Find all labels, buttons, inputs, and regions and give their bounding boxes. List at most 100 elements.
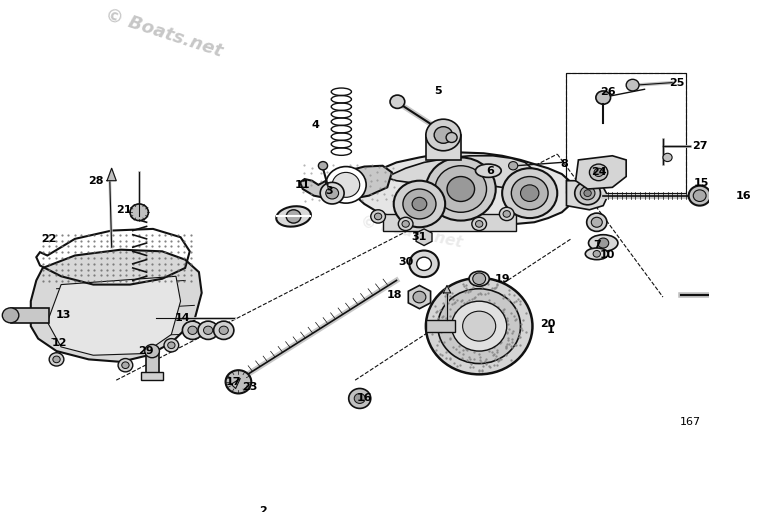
Text: 167: 167 xyxy=(680,417,701,426)
Polygon shape xyxy=(383,156,534,187)
Circle shape xyxy=(521,185,539,202)
Circle shape xyxy=(463,311,496,341)
Circle shape xyxy=(188,326,197,334)
Text: 30: 30 xyxy=(398,257,413,267)
Circle shape xyxy=(164,338,179,352)
Circle shape xyxy=(182,321,203,339)
Circle shape xyxy=(452,301,507,351)
Text: 8: 8 xyxy=(561,159,568,169)
Circle shape xyxy=(130,204,149,221)
Circle shape xyxy=(693,190,706,202)
Circle shape xyxy=(203,326,213,334)
Text: 5: 5 xyxy=(434,86,442,96)
Circle shape xyxy=(663,153,672,162)
Circle shape xyxy=(198,321,218,339)
Text: 13: 13 xyxy=(56,310,72,321)
Text: 15: 15 xyxy=(694,178,709,188)
Circle shape xyxy=(318,162,327,170)
Circle shape xyxy=(49,353,64,366)
Text: 1: 1 xyxy=(547,325,554,335)
Polygon shape xyxy=(107,168,116,181)
Circle shape xyxy=(2,308,18,323)
Circle shape xyxy=(417,257,431,270)
Circle shape xyxy=(581,186,595,200)
Text: 16: 16 xyxy=(357,393,372,403)
Circle shape xyxy=(413,291,426,303)
Polygon shape xyxy=(576,156,626,189)
Text: 11: 11 xyxy=(295,180,310,190)
Bar xyxy=(426,321,455,332)
Circle shape xyxy=(226,370,251,393)
Circle shape xyxy=(349,389,370,409)
Ellipse shape xyxy=(588,234,618,251)
Text: 24: 24 xyxy=(591,167,607,177)
Circle shape xyxy=(447,177,474,202)
Circle shape xyxy=(286,210,301,223)
Circle shape xyxy=(502,168,557,218)
Circle shape xyxy=(434,126,453,143)
Circle shape xyxy=(213,321,234,339)
Bar xyxy=(426,135,460,160)
Circle shape xyxy=(168,342,175,349)
Circle shape xyxy=(320,182,344,204)
Text: 14: 14 xyxy=(175,313,190,323)
Circle shape xyxy=(53,356,60,362)
Circle shape xyxy=(326,187,339,199)
Text: 21: 21 xyxy=(116,205,132,215)
Polygon shape xyxy=(231,378,240,389)
Circle shape xyxy=(402,221,410,227)
Polygon shape xyxy=(444,285,450,293)
Bar xyxy=(567,73,686,193)
Bar xyxy=(141,372,163,380)
Text: 17: 17 xyxy=(226,377,242,387)
Circle shape xyxy=(412,197,427,210)
Circle shape xyxy=(511,177,548,210)
Text: 10: 10 xyxy=(600,250,615,261)
Text: 22: 22 xyxy=(42,234,57,244)
Circle shape xyxy=(332,173,360,197)
Circle shape xyxy=(472,217,487,230)
Circle shape xyxy=(476,221,483,227)
Text: 31: 31 xyxy=(412,232,427,242)
Polygon shape xyxy=(408,285,430,309)
Circle shape xyxy=(403,189,436,219)
Circle shape xyxy=(587,213,607,231)
Circle shape xyxy=(500,207,514,221)
Text: 18: 18 xyxy=(387,290,403,301)
Circle shape xyxy=(473,273,486,285)
Circle shape xyxy=(589,164,608,181)
Polygon shape xyxy=(383,214,516,230)
Circle shape xyxy=(326,166,367,203)
Polygon shape xyxy=(353,153,576,224)
Text: 28: 28 xyxy=(89,176,104,186)
Circle shape xyxy=(584,190,591,197)
Text: © Boats.net: © Boats.net xyxy=(102,5,225,60)
Circle shape xyxy=(596,91,611,104)
Text: 26: 26 xyxy=(600,87,616,97)
Circle shape xyxy=(438,289,521,364)
Bar xyxy=(146,351,159,374)
Text: 19: 19 xyxy=(494,274,510,284)
Polygon shape xyxy=(416,229,432,246)
Ellipse shape xyxy=(585,248,608,260)
Text: 7: 7 xyxy=(593,240,601,250)
Text: 23: 23 xyxy=(242,382,257,392)
Circle shape xyxy=(370,210,386,223)
Text: 2: 2 xyxy=(259,506,267,512)
Circle shape xyxy=(145,345,159,358)
Text: 20: 20 xyxy=(541,318,556,329)
Circle shape xyxy=(398,217,413,230)
Circle shape xyxy=(354,393,365,403)
Circle shape xyxy=(435,166,487,212)
Text: 27: 27 xyxy=(692,141,708,151)
Ellipse shape xyxy=(276,206,311,227)
Ellipse shape xyxy=(469,271,489,286)
Text: 29: 29 xyxy=(138,346,153,356)
Circle shape xyxy=(591,217,602,227)
Circle shape xyxy=(390,95,405,109)
Circle shape xyxy=(688,186,711,206)
Text: 25: 25 xyxy=(669,78,685,89)
Circle shape xyxy=(410,250,439,277)
Circle shape xyxy=(503,210,511,217)
Circle shape xyxy=(426,119,460,151)
